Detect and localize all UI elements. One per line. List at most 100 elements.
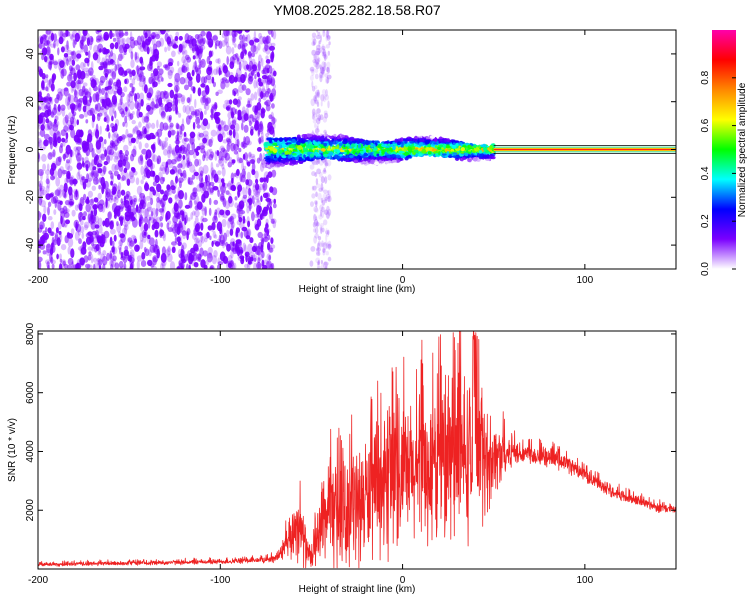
heatmap-cell [140, 195, 146, 203]
heatmap-cell [98, 225, 103, 234]
heatmap-cell [38, 152, 41, 162]
heatmap-cell [58, 189, 63, 198]
heatmap-cell [83, 62, 87, 68]
heatmap-cell [142, 41, 147, 50]
heatmap-cell [127, 133, 134, 138]
heatmap-cell [319, 225, 323, 231]
heatmap-cell [118, 239, 123, 247]
heatmap-cell [258, 205, 262, 213]
heatmap-cell [55, 177, 61, 187]
heatmap-cell [256, 147, 262, 152]
heatmap-cell [271, 116, 276, 125]
heatmap-cell [261, 75, 268, 80]
heatmap-cell [238, 157, 244, 164]
heatmap-cell [106, 155, 111, 165]
heatmap-cell [168, 197, 173, 204]
heatmap-cell [185, 153, 190, 163]
heatmap-cell [58, 36, 64, 45]
heatmap-cell [435, 153, 439, 157]
heatmap-cell [151, 35, 155, 40]
heatmap-cell [97, 217, 103, 227]
heatmap-cell [185, 105, 191, 115]
heatmap-cell [302, 147, 306, 152]
heatmap-cell [98, 136, 104, 143]
heatmap-cell [239, 221, 245, 229]
heatmap-cell [257, 43, 261, 51]
heatmap-cell [181, 50, 186, 56]
heatmap-cell [203, 190, 210, 199]
heatmap-cell [171, 165, 177, 174]
heatmap-cell [117, 63, 123, 71]
heatmap-cell [141, 40, 146, 49]
heatmap-cell [45, 102, 51, 110]
heatmap-cell [249, 114, 254, 119]
heatmap-cell [225, 45, 232, 55]
heatmap-cell [160, 263, 164, 269]
heatmap-cell [321, 242, 325, 248]
heatmap-cell [119, 160, 123, 167]
heatmap-cell [50, 83, 55, 92]
heatmap-cell [119, 108, 125, 115]
heatmap-cell [292, 148, 296, 152]
heatmap-cell [46, 174, 49, 181]
heatmap-cell [229, 228, 234, 236]
heatmap-cell [208, 207, 212, 216]
heatmap-cell [310, 246, 316, 252]
heatmap-cell [319, 114, 324, 121]
heatmap-cell [172, 104, 176, 112]
heatmap-cell [152, 181, 157, 187]
heatmap-cell [264, 43, 267, 48]
heatmap-cell [95, 145, 102, 154]
heatmap-cell [184, 253, 189, 262]
heatmap-cell [75, 189, 78, 198]
heatmap-cell [214, 42, 218, 50]
heatmap-cell [64, 114, 69, 124]
heatmap-cell [194, 210, 200, 218]
heatmap-cell [346, 149, 350, 155]
heatmap-cell [87, 109, 94, 116]
heatmap-cell [117, 210, 121, 216]
heatmap-cell [83, 147, 87, 154]
heatmap-cell [154, 94, 159, 102]
heatmap-cell [115, 30, 121, 38]
heatmap-cell [72, 39, 76, 49]
heatmap-cell [233, 143, 239, 151]
heatmap-cell [265, 162, 269, 165]
heatmap-cell [439, 144, 443, 148]
heatmap-cell [129, 211, 134, 218]
heatmap-cell [136, 255, 143, 262]
heatmap-cell [310, 201, 314, 207]
heatmap-cell [254, 38, 260, 43]
heatmap-cell [56, 237, 61, 247]
heatmap-cell [102, 47, 107, 55]
heatmap-cell [244, 30, 250, 33]
heatmap-cell [38, 154, 41, 163]
heatmap-cell [232, 88, 239, 95]
heatmap-cell [247, 256, 252, 265]
heatmap-cell [327, 50, 330, 56]
heatmap-cell [238, 34, 243, 41]
heatmap-cell [139, 239, 144, 250]
heatmap-cell [60, 69, 65, 79]
heatmap-cell [270, 218, 275, 224]
heatmap-cell [174, 194, 178, 199]
heatmap-cell [256, 157, 261, 164]
heatmap-cell [191, 174, 196, 180]
heatmap-cell [68, 94, 75, 104]
heatmap-cell [126, 37, 131, 44]
heatmap-cell [225, 241, 228, 247]
heatmap-cell [159, 167, 163, 172]
heatmap-cell [174, 35, 179, 42]
heatmap-cell [172, 215, 179, 224]
heatmap-cell [76, 80, 82, 85]
heatmap-cell [41, 103, 47, 111]
heatmap-cell [118, 204, 125, 210]
heatmap-cell [110, 194, 114, 201]
heatmap-cell [138, 121, 142, 128]
heatmap-cell [109, 250, 112, 261]
heatmap-cell [439, 138, 443, 142]
heatmap-cell [169, 89, 175, 99]
heatmap-cell [264, 90, 270, 98]
heatmap-cell [245, 34, 249, 40]
heatmap-cell [378, 159, 382, 163]
